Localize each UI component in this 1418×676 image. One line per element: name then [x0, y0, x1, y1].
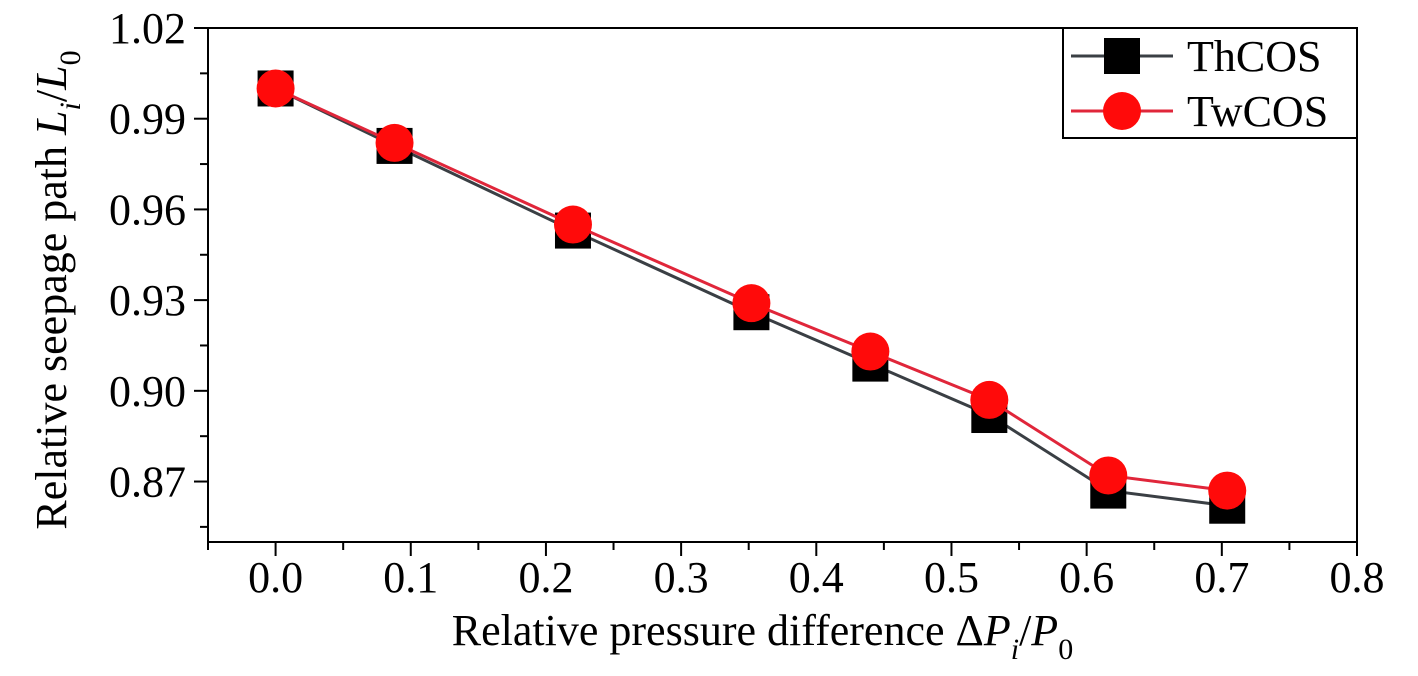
x-axis-title-slash: /	[1019, 606, 1032, 655]
x-tick-label: 0.6	[1059, 553, 1114, 602]
data-point-circle	[1208, 471, 1247, 510]
x-axis-title: Relative pressure difference ΔPi/P0	[452, 606, 1073, 666]
y-tick-label: 0.90	[109, 367, 186, 416]
x-tick-label: 0.0	[248, 553, 303, 602]
x-axis-title-sub2: 0	[1058, 633, 1073, 666]
y-tick-label: 0.87	[109, 458, 186, 507]
x-tick-label: 0.4	[789, 553, 844, 602]
legend-item-thcos: ThCOS	[1071, 32, 1321, 81]
legend-label: ThCOS	[1187, 32, 1321, 81]
y-tick-label: 0.96	[109, 185, 186, 234]
y-axis-title-sub1: i	[54, 102, 87, 110]
x-tick-label: 0.2	[518, 553, 573, 602]
series-twcos	[256, 69, 1247, 510]
series-line	[274, 87, 1228, 508]
legend-marker-square	[1104, 38, 1140, 74]
x-tick-label: 0.3	[654, 553, 709, 602]
data-point-circle	[970, 380, 1009, 419]
x-tick-label: 0.8	[1330, 553, 1385, 602]
plot-frame	[207, 27, 1358, 543]
x-axis-title-var2: P	[1030, 606, 1058, 655]
axes: 0.0 0.1 0.2 0.3 0.4 0.5 0.6 0.7 0.8 0.87 0.90 0.93 0…	[109, 4, 1385, 602]
y-axis-title-main: Relative seepage path	[27, 135, 76, 530]
x-axis-title-sub1: i	[1011, 633, 1019, 666]
data-point-circle	[375, 123, 414, 162]
x-tick-label: 0.1	[383, 553, 438, 602]
y-axis-title: Relative seepage path Li/L0	[27, 50, 87, 529]
y-axis-title-var1: L	[27, 110, 76, 135]
legend-item-twcos: TwCOS	[1071, 87, 1328, 136]
data-point-circle	[256, 69, 295, 108]
y-axis-title-var2: L	[27, 65, 76, 90]
legend-marker-circle	[1103, 92, 1141, 130]
y-axis-title-sub2: 0	[54, 50, 87, 65]
legend-label: TwCOS	[1187, 87, 1328, 136]
series-layer	[256, 69, 1247, 524]
y-axis-title-slash: /	[27, 89, 76, 102]
series-line	[274, 87, 1228, 493]
data-point-circle	[553, 205, 592, 244]
data-point-circle	[1089, 456, 1128, 495]
x-axis-title-main: Relative pressure difference Δ	[452, 606, 984, 655]
y-tick-label: 1.02	[109, 4, 186, 53]
data-point-circle	[851, 332, 890, 371]
x-tick-label: 0.7	[1194, 553, 1249, 602]
y-tick-label: 0.93	[109, 276, 186, 325]
data-point-circle	[732, 284, 771, 323]
legend: ThCOS TwCOS	[1062, 27, 1358, 139]
x-axis-title-var1: P	[983, 606, 1011, 655]
x-tick-label: 0.5	[924, 553, 979, 602]
y-tick-label: 0.99	[109, 95, 186, 144]
